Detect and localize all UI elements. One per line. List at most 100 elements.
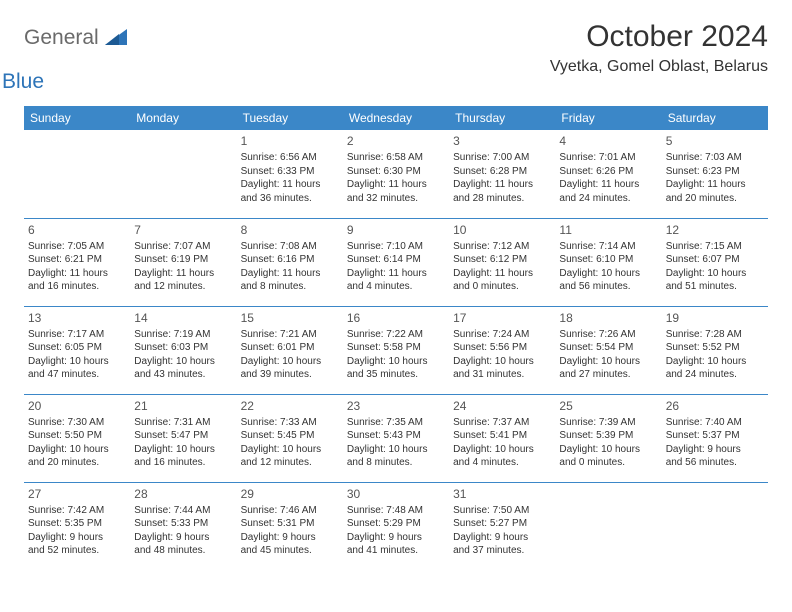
day-sunrise: Sunrise: 7:40 AM [666,416,764,430]
calendar-day-cell: 31Sunrise: 7:50 AMSunset: 5:27 PMDayligh… [449,482,555,570]
day-number: 26 [666,398,764,414]
day-sunrise: Sunrise: 7:19 AM [134,328,232,342]
day-number: 16 [347,310,445,326]
day-number: 8 [241,222,339,238]
day-daylight2: and 20 minutes. [28,456,126,470]
day-daylight1: Daylight: 10 hours [241,443,339,457]
calendar-day-cell: 9Sunrise: 7:10 AMSunset: 6:14 PMDaylight… [343,218,449,306]
day-number: 29 [241,486,339,502]
day-daylight2: and 0 minutes. [559,456,657,470]
calendar-day-cell [24,130,130,218]
location-text: Vyetka, Gomel Oblast, Belarus [550,58,768,76]
day-daylight2: and 24 minutes. [666,368,764,382]
day-daylight2: and 37 minutes. [453,544,551,558]
calendar-header-row: SundayMondayTuesdayWednesdayThursdayFrid… [24,106,768,130]
day-daylight1: Daylight: 11 hours [134,267,232,281]
day-sunrise: Sunrise: 7:39 AM [559,416,657,430]
weekday-header: Tuesday [237,106,343,130]
day-sunrise: Sunrise: 7:00 AM [453,151,551,165]
logo-triangle-icon [105,29,127,50]
calendar-day-cell: 2Sunrise: 6:58 AMSunset: 6:30 PMDaylight… [343,130,449,218]
logo: General Blue [24,26,127,94]
day-sunrise: Sunrise: 7:17 AM [28,328,126,342]
day-sunrise: Sunrise: 6:56 AM [241,151,339,165]
day-number: 21 [134,398,232,414]
day-sunset: Sunset: 5:37 PM [666,429,764,443]
day-daylight2: and 27 minutes. [559,368,657,382]
day-daylight2: and 8 minutes. [241,280,339,294]
day-sunset: Sunset: 6:26 PM [559,165,657,179]
day-sunset: Sunset: 5:52 PM [666,341,764,355]
day-daylight2: and 56 minutes. [559,280,657,294]
weekday-header: Monday [130,106,236,130]
calendar-day-cell: 19Sunrise: 7:28 AMSunset: 5:52 PMDayligh… [662,306,768,394]
calendar-day-cell: 15Sunrise: 7:21 AMSunset: 6:01 PMDayligh… [237,306,343,394]
calendar-day-cell: 27Sunrise: 7:42 AMSunset: 5:35 PMDayligh… [24,482,130,570]
weekday-header: Sunday [24,106,130,130]
day-number: 17 [453,310,551,326]
day-number: 2 [347,133,445,149]
calendar-day-cell: 8Sunrise: 7:08 AMSunset: 6:16 PMDaylight… [237,218,343,306]
calendar-day-cell: 3Sunrise: 7:00 AMSunset: 6:28 PMDaylight… [449,130,555,218]
day-number: 31 [453,486,551,502]
calendar-day-cell: 20Sunrise: 7:30 AMSunset: 5:50 PMDayligh… [24,394,130,482]
day-daylight1: Daylight: 10 hours [666,355,764,369]
day-daylight1: Daylight: 10 hours [347,355,445,369]
day-sunrise: Sunrise: 7:33 AM [241,416,339,430]
day-number: 25 [559,398,657,414]
calendar-day-cell: 12Sunrise: 7:15 AMSunset: 6:07 PMDayligh… [662,218,768,306]
day-daylight1: Daylight: 10 hours [453,443,551,457]
calendar-week-row: 13Sunrise: 7:17 AMSunset: 6:05 PMDayligh… [24,306,768,394]
day-daylight1: Daylight: 11 hours [453,178,551,192]
day-number: 24 [453,398,551,414]
calendar-page: General Blue October 2024 Vyetka, Gomel … [0,0,792,590]
day-daylight1: Daylight: 11 hours [453,267,551,281]
page-header: General Blue October 2024 Vyetka, Gomel … [24,20,768,94]
day-sunrise: Sunrise: 7:22 AM [347,328,445,342]
day-daylight1: Daylight: 10 hours [453,355,551,369]
calendar-day-cell: 7Sunrise: 7:07 AMSunset: 6:19 PMDaylight… [130,218,236,306]
day-daylight2: and 12 minutes. [134,280,232,294]
day-sunset: Sunset: 6:01 PM [241,341,339,355]
day-number: 23 [347,398,445,414]
day-sunset: Sunset: 6:19 PM [134,253,232,267]
day-daylight2: and 16 minutes. [134,456,232,470]
day-daylight2: and 12 minutes. [241,456,339,470]
day-sunrise: Sunrise: 7:05 AM [28,240,126,254]
day-daylight2: and 48 minutes. [134,544,232,558]
day-sunset: Sunset: 5:39 PM [559,429,657,443]
day-daylight2: and 35 minutes. [347,368,445,382]
day-daylight2: and 56 minutes. [666,456,764,470]
calendar-day-cell: 11Sunrise: 7:14 AMSunset: 6:10 PMDayligh… [555,218,661,306]
day-daylight2: and 52 minutes. [28,544,126,558]
logo-blue-text: Blue [2,70,127,94]
calendar-day-cell: 5Sunrise: 7:03 AMSunset: 6:23 PMDaylight… [662,130,768,218]
day-sunset: Sunset: 5:43 PM [347,429,445,443]
day-daylight2: and 43 minutes. [134,368,232,382]
day-sunset: Sunset: 6:23 PM [666,165,764,179]
day-number: 1 [241,133,339,149]
day-sunrise: Sunrise: 7:10 AM [347,240,445,254]
day-number: 14 [134,310,232,326]
day-daylight2: and 32 minutes. [347,192,445,206]
day-sunset: Sunset: 6:30 PM [347,165,445,179]
day-daylight1: Daylight: 10 hours [666,267,764,281]
day-daylight1: Daylight: 10 hours [559,443,657,457]
day-sunrise: Sunrise: 7:28 AM [666,328,764,342]
day-daylight2: and 41 minutes. [347,544,445,558]
day-number: 10 [453,222,551,238]
day-daylight2: and 4 minutes. [347,280,445,294]
day-daylight1: Daylight: 11 hours [666,178,764,192]
day-sunset: Sunset: 6:28 PM [453,165,551,179]
calendar-week-row: 20Sunrise: 7:30 AMSunset: 5:50 PMDayligh… [24,394,768,482]
calendar-day-cell: 16Sunrise: 7:22 AMSunset: 5:58 PMDayligh… [343,306,449,394]
day-daylight2: and 47 minutes. [28,368,126,382]
day-sunrise: Sunrise: 7:07 AM [134,240,232,254]
day-sunrise: Sunrise: 7:44 AM [134,504,232,518]
day-sunrise: Sunrise: 7:42 AM [28,504,126,518]
day-daylight1: Daylight: 9 hours [28,531,126,545]
day-daylight1: Daylight: 9 hours [241,531,339,545]
day-sunrise: Sunrise: 7:48 AM [347,504,445,518]
day-daylight1: Daylight: 10 hours [134,355,232,369]
day-sunset: Sunset: 5:35 PM [28,517,126,531]
